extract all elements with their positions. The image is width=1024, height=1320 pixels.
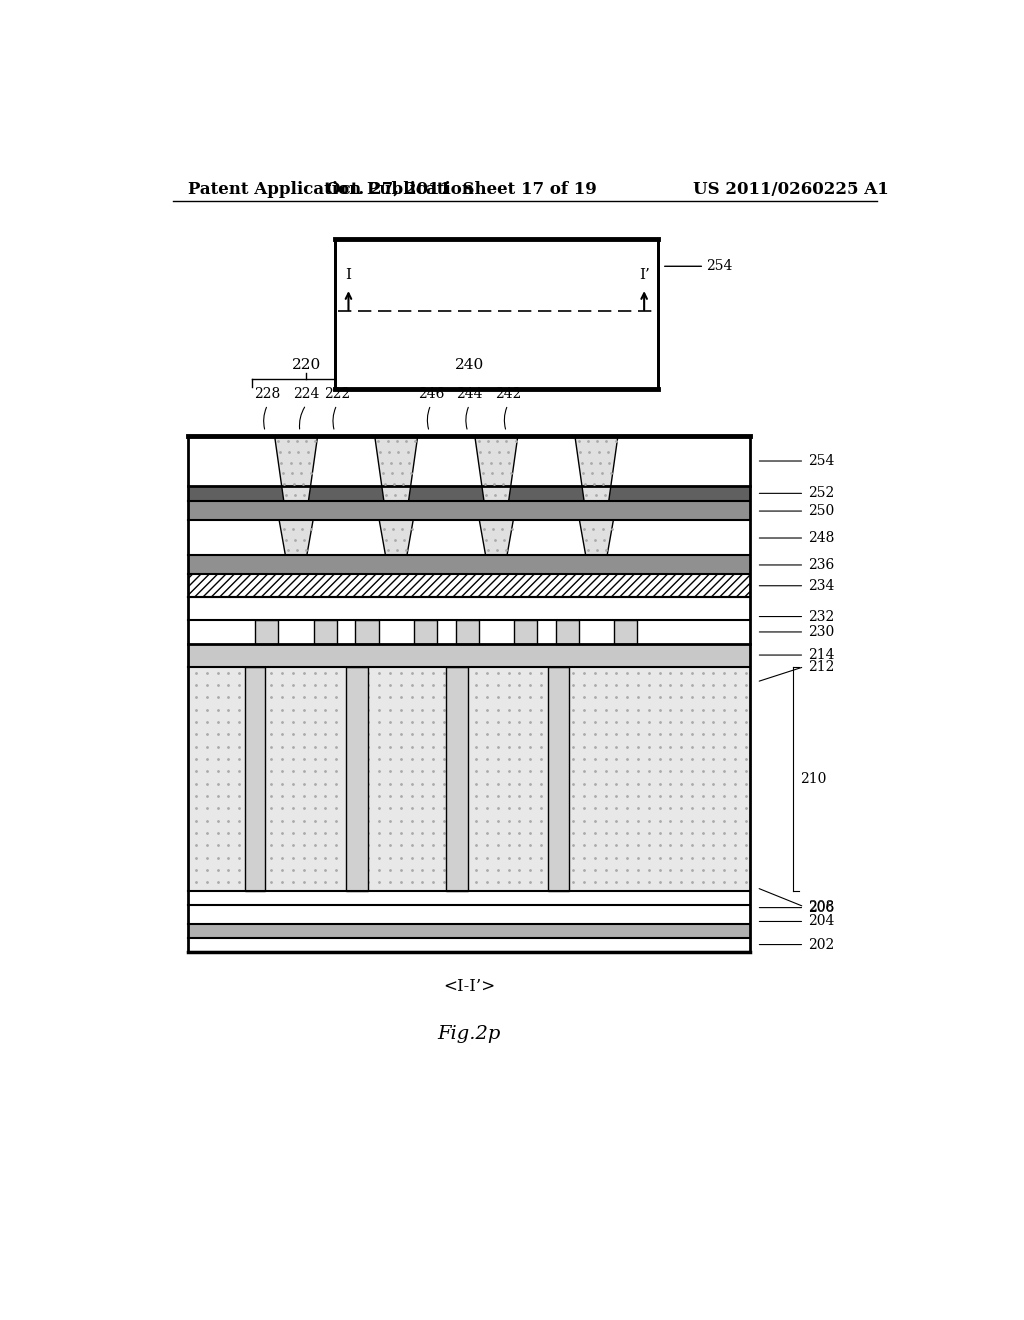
Bar — [514, 620, 538, 644]
Bar — [188, 554, 751, 574]
Bar — [313, 620, 337, 644]
Polygon shape — [580, 520, 613, 554]
Text: Oct. 27, 2011  Sheet 17 of 19: Oct. 27, 2011 Sheet 17 of 19 — [327, 181, 597, 198]
Text: 212: 212 — [808, 660, 835, 673]
Polygon shape — [479, 520, 513, 554]
Bar — [188, 644, 751, 667]
Polygon shape — [379, 520, 413, 554]
Text: 220: 220 — [292, 358, 321, 372]
Bar — [614, 620, 637, 644]
Text: 246: 246 — [418, 387, 444, 401]
Text: 244: 244 — [456, 387, 482, 401]
Bar — [255, 620, 279, 644]
Bar — [188, 937, 751, 952]
Text: 222: 222 — [324, 387, 350, 401]
Polygon shape — [274, 436, 317, 502]
Text: I: I — [345, 268, 351, 282]
Text: <I-I’>: <I-I’> — [443, 978, 496, 995]
Polygon shape — [375, 436, 418, 502]
Polygon shape — [280, 520, 313, 554]
Text: 204: 204 — [808, 915, 835, 928]
Bar — [245, 667, 265, 891]
Bar — [355, 620, 379, 644]
Bar — [188, 436, 751, 486]
Text: 206: 206 — [808, 900, 835, 915]
Text: Fig.2p: Fig.2p — [437, 1024, 501, 1043]
Bar — [335, 239, 658, 389]
Text: I’: I’ — [639, 268, 649, 282]
Bar — [556, 620, 579, 644]
Bar — [456, 620, 478, 644]
Text: 234: 234 — [808, 578, 835, 593]
Bar — [188, 520, 751, 554]
Text: 240: 240 — [455, 358, 484, 372]
Text: 230: 230 — [808, 624, 835, 639]
Text: 232: 232 — [808, 610, 835, 623]
Polygon shape — [475, 436, 518, 502]
Bar — [548, 667, 569, 891]
Bar — [188, 486, 751, 502]
Bar — [188, 597, 751, 620]
Text: 228: 228 — [255, 387, 281, 401]
Text: 210: 210 — [801, 772, 826, 785]
Text: 202: 202 — [808, 937, 835, 952]
Bar — [346, 667, 368, 891]
Text: 248: 248 — [808, 531, 835, 545]
Text: 250: 250 — [808, 504, 835, 517]
Text: Patent Application Publication: Patent Application Publication — [188, 181, 474, 198]
Text: US 2011/0260225 A1: US 2011/0260225 A1 — [692, 181, 889, 198]
Text: 214: 214 — [808, 648, 835, 663]
Bar — [188, 906, 751, 924]
Text: 224: 224 — [293, 387, 319, 401]
Text: 236: 236 — [808, 558, 835, 572]
Text: 208: 208 — [808, 900, 835, 913]
Text: 242: 242 — [495, 387, 521, 401]
Bar — [188, 924, 751, 937]
Polygon shape — [574, 436, 617, 502]
Bar — [188, 502, 751, 520]
Bar — [188, 574, 751, 598]
Bar — [188, 667, 751, 891]
Text: 252: 252 — [808, 486, 835, 500]
Text: 254: 254 — [707, 259, 733, 273]
Bar — [414, 620, 437, 644]
Bar — [446, 667, 468, 891]
Bar — [188, 620, 751, 644]
Text: 254: 254 — [808, 454, 835, 469]
